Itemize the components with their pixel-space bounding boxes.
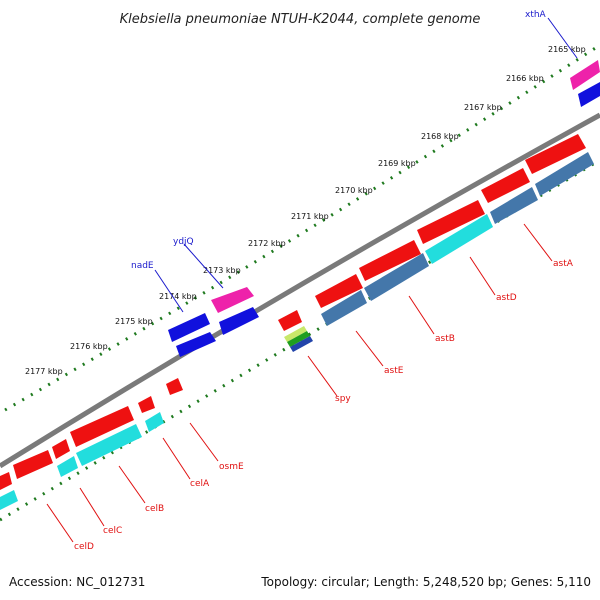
gene-block — [481, 168, 530, 203]
gene-block — [290, 336, 313, 352]
kbp-label: 2173 kbp — [203, 266, 241, 275]
kbp-label: 2175 kbp — [115, 317, 153, 326]
gene-block — [417, 200, 485, 244]
gene-label: astA — [553, 259, 574, 269]
gene-block — [219, 307, 259, 335]
gene-label: xthA — [525, 10, 547, 20]
gene-block — [168, 313, 210, 342]
gene-label: celD — [74, 542, 94, 552]
gene-block — [52, 439, 70, 459]
gene-block — [145, 412, 164, 432]
kbp-label: 2166 kbp — [506, 74, 544, 83]
gene-block — [321, 290, 367, 326]
gene-block — [57, 456, 78, 477]
gene-label: ydjQ — [173, 237, 194, 247]
gene-label: astB — [435, 334, 455, 344]
gene-block — [0, 472, 12, 490]
gene-block — [578, 82, 600, 107]
gene-block — [0, 490, 18, 510]
gene-label: astD — [496, 293, 517, 303]
gene-block — [535, 152, 594, 196]
outer-tick-row — [4, 43, 600, 412]
gene-block — [525, 134, 586, 174]
map-title: Klebsiella pneumoniae NTUH-K2044, comple… — [120, 12, 481, 27]
leader-lines — [46, 223, 553, 543]
kbp-label: 2170 kbp — [335, 186, 373, 195]
kbp-label: 2168 kbp — [421, 132, 459, 141]
gene-block — [138, 396, 155, 413]
gene-block — [176, 332, 216, 357]
gene-label: osmE — [219, 462, 244, 472]
kbp-label: 2176 kbp — [70, 342, 108, 351]
gene-block — [490, 187, 538, 224]
genome-backbone — [0, 112, 600, 469]
leader-lines-blue — [154, 17, 578, 313]
gene-block — [570, 60, 600, 90]
gene-label: celC — [103, 526, 122, 536]
gene-label: spy — [335, 394, 351, 404]
genome-summary-text: Topology: circular; Length: 5,248,520 bp… — [260, 575, 591, 589]
gene-label: celB — [145, 504, 164, 514]
gene-block — [287, 331, 310, 347]
gene-block — [166, 378, 183, 395]
gene-block — [359, 240, 421, 281]
kbp-label: 2172 kbp — [248, 239, 286, 248]
gene-label: celA — [190, 479, 210, 489]
kbp-label: 2167 kbp — [464, 103, 502, 112]
gene-label: astE — [384, 366, 404, 376]
gene-block — [76, 424, 142, 466]
kbp-label: 2169 kbp — [378, 159, 416, 168]
gene-block — [211, 287, 254, 313]
kbp-label: 2177 kbp — [25, 367, 63, 376]
kbp-label: 2171 kbp — [291, 212, 329, 221]
gene-block — [364, 253, 429, 301]
accession-text: Accession: NC_012731 — [9, 575, 145, 589]
gene-block — [315, 274, 363, 308]
gene-block — [13, 450, 53, 479]
gene-block — [425, 214, 493, 264]
kbp-label: 2165 kbp — [548, 45, 586, 54]
gene-block — [284, 326, 307, 342]
gene-label: nadE — [131, 261, 154, 271]
kbp-label: 2174 kbp — [159, 292, 197, 301]
gene-block — [278, 310, 302, 331]
gene-block — [70, 406, 134, 447]
